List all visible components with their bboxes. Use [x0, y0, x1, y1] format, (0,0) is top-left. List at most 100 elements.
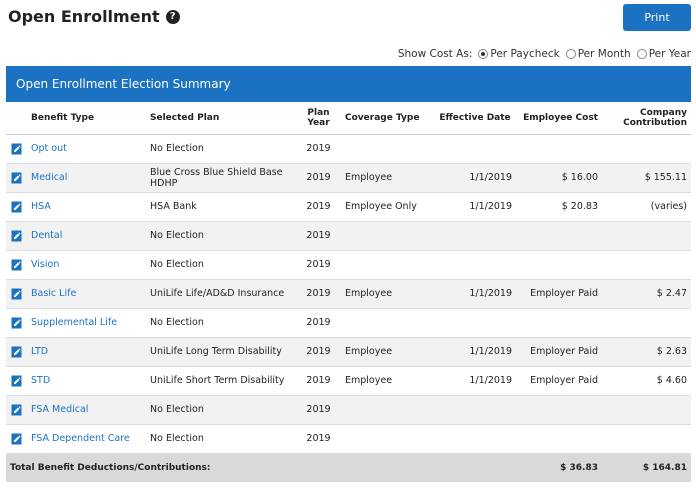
employee-cost — [521, 308, 608, 338]
edit-document-icon[interactable] — [11, 288, 22, 299]
radio-checked-icon[interactable] — [478, 49, 489, 59]
coverage-type — [337, 395, 429, 425]
benefit-type-link[interactable]: Basic Life — [31, 288, 77, 299]
radio-per-paycheck[interactable]: Per Paycheck — [478, 48, 560, 60]
selected-plan: HSA Bank — [143, 192, 300, 222]
plan-year: 2019 — [300, 424, 337, 454]
company-contribution: (varies) — [608, 192, 691, 222]
table-row: Medical Blue Cross Blue Shield Base HDHP 2… — [6, 163, 691, 193]
plan-year: 2019 — [300, 134, 337, 164]
edit-cell — [6, 250, 26, 280]
effective-date: 1/1/2019 — [429, 337, 521, 367]
selected-plan: Blue Cross Blue Shield Base HDHP — [143, 163, 300, 193]
header-effective-date: Effective Date — [429, 102, 521, 135]
employee-cost: $ 16.00 — [521, 163, 608, 193]
coverage-type — [337, 424, 429, 454]
employee-cost — [521, 395, 608, 425]
table-row: Supplemental Life No Election 2019 — [6, 308, 691, 338]
selected-plan: UniLife Life/AD&D Insurance — [143, 279, 300, 309]
coverage-type — [337, 134, 429, 164]
benefit-type-link[interactable]: Medical — [31, 172, 68, 183]
page-title-text: Open Enrollment — [8, 7, 160, 26]
edit-document-icon[interactable] — [11, 346, 22, 357]
benefit-type-link[interactable]: Dental — [31, 230, 63, 241]
radio-unchecked-icon[interactable] — [636, 49, 647, 59]
radio-per-month-label[interactable]: Per Month — [577, 48, 631, 60]
company-contribution — [608, 395, 691, 425]
help-icon[interactable]: ? — [165, 9, 180, 24]
table-row: Basic Life UniLife Life/AD&D Insurance 201… — [6, 279, 691, 309]
company-contribution: $ 155.11 — [608, 163, 691, 193]
benefit-type-link[interactable]: Opt out — [31, 143, 67, 154]
benefit-type-link[interactable]: HSA — [31, 201, 51, 212]
radio-per-month[interactable]: Per Month — [565, 48, 631, 60]
edit-cell — [6, 308, 26, 338]
plan-year: 2019 — [300, 395, 337, 425]
benefit-type-link[interactable]: STD — [31, 375, 51, 386]
table-header-row: Benefit Type Selected Plan Plan Year Cov… — [6, 102, 691, 135]
edit-document-icon[interactable] — [11, 404, 22, 415]
selected-plan: No Election — [143, 134, 300, 164]
edit-document-icon[interactable] — [11, 433, 22, 444]
employee-cost — [521, 134, 608, 164]
employee-cost: Employer Paid — [521, 337, 608, 367]
election-summary-table: Benefit Type Selected Plan Plan Year Cov… — [6, 102, 691, 482]
effective-date — [429, 221, 521, 251]
table-row: Dental No Election 2019 — [6, 221, 691, 251]
plan-year: 2019 — [300, 366, 337, 396]
plan-year: 2019 — [300, 279, 337, 309]
edit-cell — [6, 192, 26, 222]
benefit-type-link[interactable]: LTD — [31, 346, 49, 357]
edit-cell — [6, 424, 26, 454]
coverage-type: Employee — [337, 366, 429, 396]
effective-date — [429, 424, 521, 454]
benefit-type-link[interactable]: Vision — [31, 259, 60, 270]
total-label: Total Benefit Deductions/Contributions: — [6, 453, 521, 482]
table-row: HSA HSA Bank 2019 Employee Only 1/1/2019 $ 20… — [6, 192, 691, 222]
employee-cost: Employer Paid — [521, 366, 608, 396]
effective-date: 1/1/2019 — [429, 163, 521, 193]
company-contribution: $ 2.63 — [608, 337, 691, 367]
radio-per-paycheck-label[interactable]: Per Paycheck — [490, 48, 560, 60]
company-contribution: $ 2.47 — [608, 279, 691, 309]
edit-cell — [6, 163, 26, 193]
benefit-type-link[interactable]: FSA Dependent Care — [31, 433, 130, 444]
edit-document-icon[interactable] — [11, 143, 22, 154]
coverage-type: Employee — [337, 279, 429, 309]
effective-date: 1/1/2019 — [429, 279, 521, 309]
edit-document-icon[interactable] — [11, 375, 22, 386]
radio-unchecked-icon[interactable] — [565, 49, 576, 59]
header-selected-plan: Selected Plan — [143, 102, 300, 135]
print-button[interactable]: Print — [623, 4, 691, 31]
coverage-type: Employee — [337, 163, 429, 193]
selected-plan: No Election — [143, 308, 300, 338]
edit-cell — [6, 279, 26, 309]
radio-per-year[interactable]: Per Year — [636, 48, 691, 60]
effective-date — [429, 395, 521, 425]
benefit-type-link[interactable]: FSA Medical — [31, 404, 89, 415]
effective-date: 1/1/2019 — [429, 366, 521, 396]
table-row: STD UniLife Short Term Disability 2019 Empl… — [6, 366, 691, 396]
coverage-type — [337, 250, 429, 280]
employee-cost: $ 20.83 — [521, 192, 608, 222]
edit-document-icon[interactable] — [11, 259, 22, 270]
page-title: Open Enrollment ? — [8, 7, 180, 26]
employee-cost: Employer Paid — [521, 279, 608, 309]
radio-per-year-label[interactable]: Per Year — [648, 48, 691, 60]
company-contribution — [608, 250, 691, 280]
edit-document-icon[interactable] — [11, 201, 22, 212]
table-row: LTD UniLife Long Term Disability 2019 Emplo… — [6, 337, 691, 367]
edit-document-icon[interactable] — [11, 317, 22, 328]
edit-cell — [6, 134, 26, 164]
table-row: Opt out No Election 2019 — [6, 134, 691, 164]
coverage-type: Employee Only — [337, 192, 429, 222]
edit-document-icon[interactable] — [11, 230, 22, 241]
edit-cell — [6, 366, 26, 396]
total-company-contribution: $ 164.81 — [608, 453, 691, 482]
plan-year: 2019 — [300, 337, 337, 367]
header-company-contribution: Company Contribution — [608, 102, 691, 135]
edit-document-icon[interactable] — [11, 172, 22, 183]
coverage-type — [337, 308, 429, 338]
plan-year: 2019 — [300, 192, 337, 222]
benefit-type-link[interactable]: Supplemental Life — [31, 317, 118, 328]
